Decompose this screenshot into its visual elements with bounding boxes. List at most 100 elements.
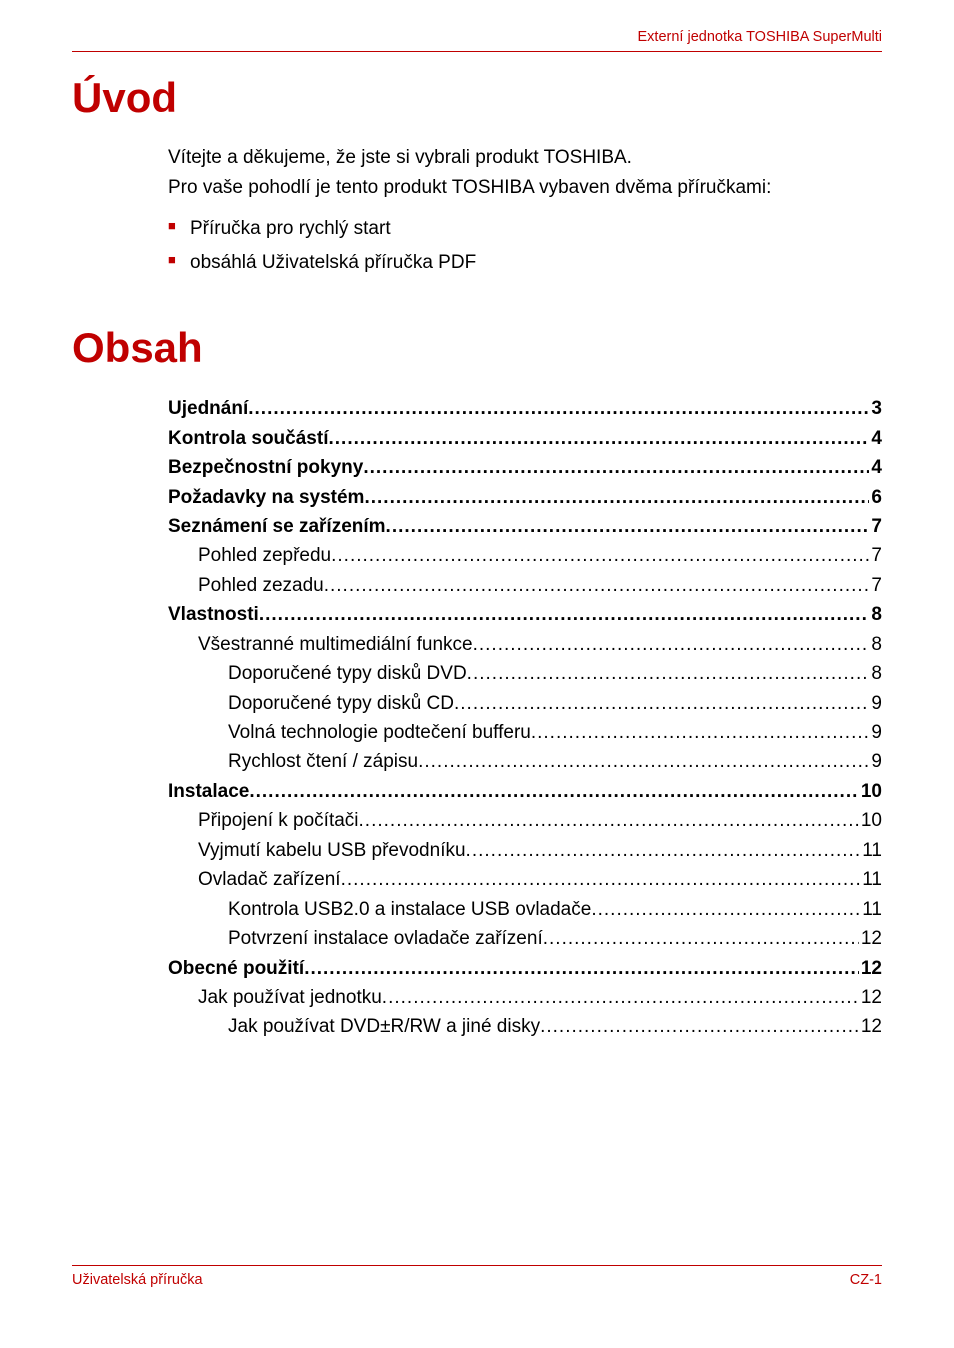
toc-label: Doporučené typy disků DVD [228, 659, 467, 688]
toc-label: Pohled zepředu [198, 541, 331, 570]
page-header: Externí jednotka TOSHIBA SuperMulti [72, 29, 882, 52]
toc-page-number: 8 [869, 630, 882, 659]
toc-label: Seznámení se zařízením [168, 512, 386, 541]
heading-uvod: Úvod [72, 74, 882, 122]
page: Externí jednotka TOSHIBA SuperMulti Úvod… [0, 0, 954, 1348]
toc-page-number: 11 [860, 836, 882, 865]
toc-label: Jak používat jednotku [198, 983, 382, 1012]
toc-label: Ujednání [168, 394, 248, 423]
toc-page-number: 7 [869, 512, 882, 541]
toc-leader-dots [363, 453, 869, 482]
toc-page-number: 11 [860, 865, 882, 894]
toc-page-number: 3 [869, 394, 882, 423]
toc-entry[interactable]: Kontrola součástí 4 [72, 424, 882, 453]
toc-label: Vlastnosti [168, 600, 259, 629]
toc-leader-dots [248, 394, 869, 423]
toc-entry[interactable]: Rychlost čtení / zápisu 9 [72, 747, 882, 776]
toc-entry[interactable]: Seznámení se zařízením 7 [72, 512, 882, 541]
toc-leader-dots [473, 630, 870, 659]
toc-label: Bezpečnostní pokyny [168, 453, 363, 482]
toc-label: Kontrola součástí [168, 424, 328, 453]
heading-obsah: Obsah [72, 324, 882, 372]
toc-leader-dots [543, 924, 859, 953]
toc-entry[interactable]: Ovladač zařízení 11 [72, 865, 882, 894]
toc-label: Rychlost čtení / zápisu [228, 747, 418, 776]
toc-page-number: 7 [869, 541, 882, 570]
toc-entry[interactable]: Ujednání 3 [72, 394, 882, 423]
toc-label: Doporučené typy disků CD [228, 689, 454, 718]
toc-leader-dots [324, 571, 870, 600]
header-text: Externí jednotka TOSHIBA SuperMulti [638, 29, 882, 45]
intro-paragraph: Pro vaše pohodlí je tento produkt TOSHIB… [168, 174, 882, 202]
toc-leader-dots [454, 689, 869, 718]
toc-label: Volná technologie podtečení bufferu [228, 718, 531, 747]
toc-page-number: 12 [859, 1012, 882, 1041]
toc-page-number: 4 [869, 424, 882, 453]
toc-entry[interactable]: Potvrzení instalace ovladače zařízení 12 [72, 924, 882, 953]
toc-entry[interactable]: Jak používat DVD±R/RW a jiné disky 12 [72, 1012, 882, 1041]
toc-label: Pohled zezadu [198, 571, 324, 600]
toc-leader-dots [591, 895, 860, 924]
toc-page-number: 6 [869, 483, 882, 512]
toc-page-number: 9 [869, 718, 882, 747]
toc-label: Jak používat DVD±R/RW a jiné disky [228, 1012, 540, 1041]
toc-page-number: 9 [869, 747, 882, 776]
toc-label: Připojení k počítači [198, 806, 359, 835]
toc-leader-dots [341, 865, 861, 894]
toc-entry[interactable]: Obecné použití 12 [72, 954, 882, 983]
toc-entry[interactable]: Doporučené typy disků DVD 8 [72, 659, 882, 688]
toc-leader-dots [540, 1012, 859, 1041]
intro-block: Vítejte a děkujeme, že jste si vybrali p… [168, 144, 882, 276]
toc-leader-dots [304, 954, 859, 983]
toc-leader-dots [382, 983, 859, 1012]
toc-entry[interactable]: Pohled zepředu 7 [72, 541, 882, 570]
toc-entry[interactable]: Požadavky na systém 6 [72, 483, 882, 512]
toc-entry[interactable]: Všestranné multimediální funkce 8 [72, 630, 882, 659]
footer-left: Uživatelská příručka [72, 1272, 203, 1288]
toc-page-number: 10 [859, 806, 882, 835]
toc-entry[interactable]: Volná technologie podtečení bufferu 9 [72, 718, 882, 747]
toc-page-number: 8 [869, 659, 882, 688]
toc-leader-dots [467, 659, 870, 688]
toc-entry[interactable]: Vlastnosti 8 [72, 600, 882, 629]
toc-entry[interactable]: Doporučené typy disků CD 9 [72, 689, 882, 718]
table-of-contents: Ujednání3Kontrola součástí4Bezpečnostní … [72, 394, 882, 1042]
toc-leader-dots [386, 512, 870, 541]
toc-leader-dots [259, 600, 870, 629]
toc-entry[interactable]: Instalace 10 [72, 777, 882, 806]
toc-page-number: 12 [859, 924, 882, 953]
toc-leader-dots [328, 424, 869, 453]
toc-entry[interactable]: Bezpečnostní pokyny 4 [72, 453, 882, 482]
toc-label: Vyjmutí kabelu USB převodníku [198, 836, 466, 865]
toc-label: Požadavky na systém [168, 483, 364, 512]
footer-right: CZ-1 [850, 1272, 882, 1288]
toc-label: Potvrzení instalace ovladače zařízení [228, 924, 543, 953]
toc-leader-dots [466, 836, 861, 865]
toc-page-number: 12 [859, 954, 882, 983]
toc-page-number: 9 [869, 689, 882, 718]
toc-entry[interactable]: Vyjmutí kabelu USB převodníku 11 [72, 836, 882, 865]
list-item: obsáhlá Uživatelská příručka PDF [168, 249, 882, 277]
toc-page-number: 7 [869, 571, 882, 600]
toc-leader-dots [359, 806, 859, 835]
toc-leader-dots [418, 747, 869, 776]
toc-page-number: 12 [859, 983, 882, 1012]
toc-entry[interactable]: Připojení k počítači 10 [72, 806, 882, 835]
toc-label: Instalace [168, 777, 249, 806]
list-item: Příručka pro rychlý start [168, 215, 882, 243]
toc-leader-dots [531, 718, 870, 747]
toc-label: Kontrola USB2.0 a instalace USB ovladače [228, 895, 591, 924]
toc-label: Obecné použití [168, 954, 304, 983]
toc-leader-dots [249, 777, 859, 806]
toc-leader-dots [364, 483, 869, 512]
toc-label: Ovladač zařízení [198, 865, 341, 894]
toc-page-number: 10 [859, 777, 882, 806]
toc-entry[interactable]: Pohled zezadu 7 [72, 571, 882, 600]
toc-page-number: 8 [869, 600, 882, 629]
toc-label: Všestranné multimediální funkce [198, 630, 473, 659]
toc-leader-dots [331, 541, 869, 570]
toc-entry[interactable]: Jak používat jednotku 12 [72, 983, 882, 1012]
toc-page-number: 11 [860, 895, 882, 924]
toc-page-number: 4 [869, 453, 882, 482]
toc-entry[interactable]: Kontrola USB2.0 a instalace USB ovladače… [72, 895, 882, 924]
